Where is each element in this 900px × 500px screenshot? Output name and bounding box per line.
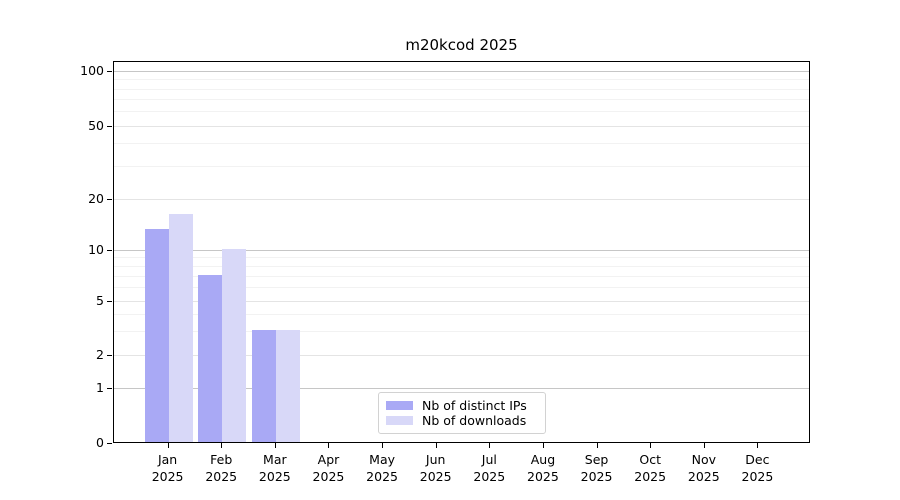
x-tick-label-jun: Jun 2025: [419, 452, 452, 484]
y-tick-mark: [107, 71, 112, 72]
legend-label: Nb of distinct IPs: [422, 398, 527, 413]
y-tick-label-50: 50: [88, 117, 104, 133]
downloads-swatch-icon: [386, 416, 413, 425]
gridline-y-70: [114, 99, 809, 101]
x-tick-mark: [757, 443, 759, 448]
chart-title: m20kcod 2025: [405, 36, 518, 54]
legend-label: Nb of downloads: [422, 413, 527, 428]
x-tick-label-sep: Sep 2025: [580, 452, 613, 484]
x-tick-mark: [650, 443, 652, 448]
y-tick-mark: [107, 388, 112, 389]
bar-downloads-jan: [168, 214, 193, 442]
gridline-y-4: [114, 314, 809, 316]
distinct-ips-swatch-icon: [386, 401, 413, 410]
gridline-y-2: [114, 355, 809, 356]
y-tick-label-1: 1: [96, 380, 104, 395]
gridline-y-50: [114, 125, 809, 127]
legend: Nb of distinct IPs Nb of downloads: [378, 392, 546, 434]
x-tick-mark: [274, 443, 276, 448]
bar-distinct-ips-feb: [198, 275, 223, 442]
bar-downloads-mar: [275, 330, 300, 442]
x-tick-label-nov: Nov 2025: [687, 452, 720, 484]
y-tick-mark: [107, 249, 112, 251]
y-tick-label-10: 10: [88, 241, 104, 257]
gridline-y-90: [114, 79, 809, 81]
legend-item-distinct-ips: Nb of distinct IPs: [386, 398, 537, 413]
y-tick-label-2: 2: [96, 347, 104, 362]
y-tick-mark: [107, 443, 112, 444]
x-tick-label-jul: Jul 2025: [473, 452, 506, 484]
gridline-y-80: [114, 88, 809, 90]
x-tick-label-may: May 2025: [366, 452, 398, 484]
y-tick-label-0: 0: [96, 435, 104, 450]
x-tick-mark: [167, 443, 169, 448]
y-tick-label-5: 5: [96, 293, 104, 308]
x-tick-label-jan: Jan 2025: [151, 452, 184, 484]
x-tick-mark: [489, 443, 491, 448]
y-tick-mark: [107, 199, 112, 200]
gridline-y-3: [114, 331, 809, 333]
bar-downloads-feb: [222, 248, 247, 442]
gridline-y-8: [114, 266, 809, 268]
y-tick-mark: [107, 125, 112, 127]
x-tick-label-dec: Dec 2025: [741, 452, 774, 484]
gridline-y-40: [114, 143, 809, 145]
y-tick-label-100: 100: [80, 63, 104, 78]
x-tick-mark: [328, 443, 330, 448]
x-tick-mark: [596, 443, 598, 448]
bar-distinct-ips-jan: [144, 229, 169, 442]
gridline-y-100: [114, 71, 809, 72]
x-tick-label-feb: Feb 2025: [205, 452, 238, 484]
x-tick-mark: [382, 443, 384, 448]
gridline-y-7: [114, 276, 809, 277]
x-tick-mark: [435, 443, 437, 448]
y-tick-label-20: 20: [88, 191, 104, 206]
bar-distinct-ips-mar: [251, 330, 276, 442]
legend-item-downloads: Nb of downloads: [386, 413, 537, 428]
plot-area: [113, 61, 810, 443]
gridline-y-10: [114, 249, 809, 251]
gridline-y-5: [114, 301, 809, 302]
x-tick-mark: [542, 443, 544, 448]
y-tick-mark: [107, 301, 112, 302]
x-tick-label-aug: Aug 2025: [527, 452, 559, 484]
x-tick-label-mar: Mar 2025: [258, 452, 291, 484]
gridline-y-60: [114, 111, 809, 113]
gridline-y-6: [114, 287, 809, 289]
y-tick-mark: [107, 355, 112, 356]
gridline-y-1: [114, 388, 809, 389]
x-tick-mark: [221, 443, 223, 448]
gridline-y-20: [114, 199, 809, 200]
x-tick-mark: [703, 443, 705, 448]
x-tick-label-apr: Apr 2025: [312, 452, 345, 484]
x-tick-label-oct: Oct 2025: [634, 452, 667, 484]
gridline-y-9: [114, 257, 809, 259]
gridline-y-30: [114, 166, 809, 168]
